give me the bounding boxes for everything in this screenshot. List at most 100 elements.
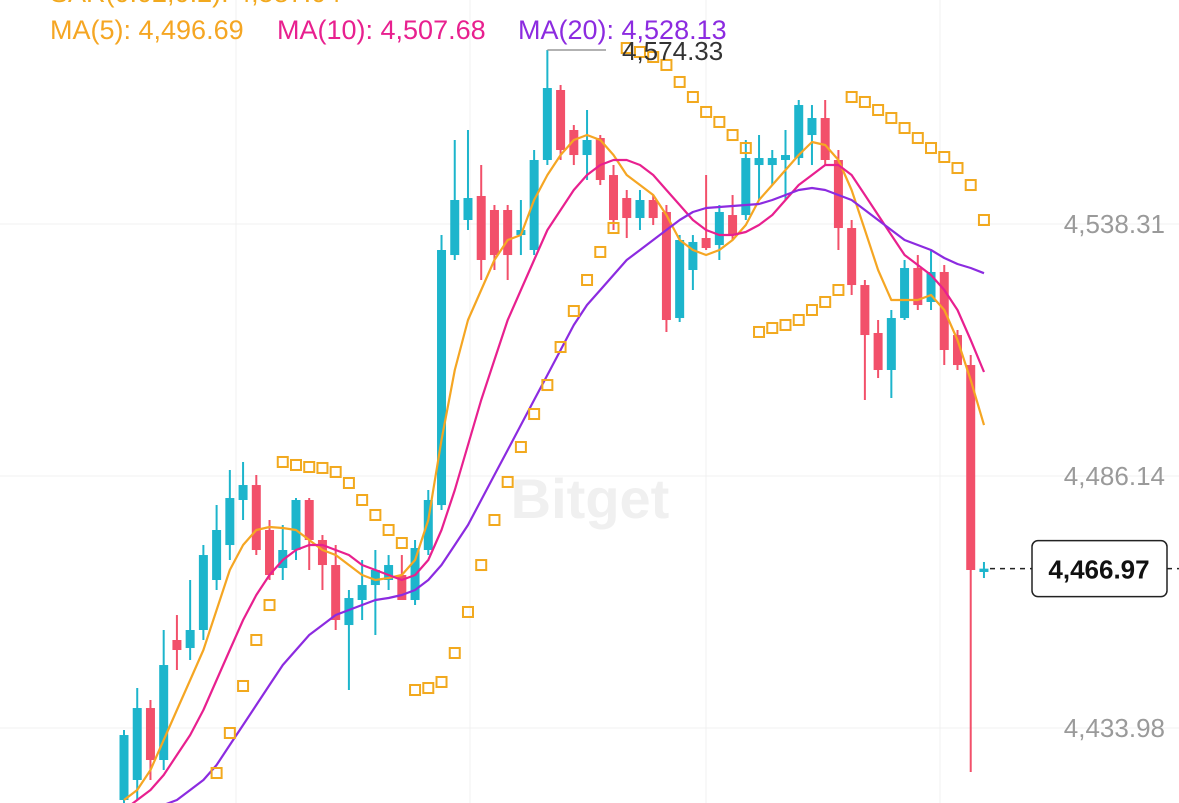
candle-body xyxy=(688,241,698,271)
candle-body xyxy=(357,585,367,601)
candle-body xyxy=(265,530,275,576)
candle-body xyxy=(159,665,169,761)
candle-body xyxy=(542,88,552,161)
sar-dot xyxy=(607,222,620,235)
sar-dot xyxy=(289,458,302,471)
sar-dot xyxy=(369,508,382,521)
sar-dot xyxy=(792,314,805,327)
legend-entry: MA(5): 4,496.69 xyxy=(50,15,244,45)
sar-dot xyxy=(753,325,766,338)
sar-dot xyxy=(832,284,845,297)
sar-dot xyxy=(395,536,408,549)
candle-body xyxy=(132,708,142,781)
moving-averages xyxy=(123,133,986,803)
last-price-box xyxy=(1031,539,1168,598)
candle-body xyxy=(489,210,499,256)
sar-dot xyxy=(488,514,501,527)
sar-dot xyxy=(501,475,514,488)
candle-body xyxy=(979,568,989,572)
candle-body xyxy=(251,485,261,551)
candle-body xyxy=(437,250,447,506)
sar-dot xyxy=(237,679,250,692)
legend-entry: MA(20): 4,528.13 xyxy=(518,15,727,45)
candle-body xyxy=(886,318,896,371)
grid xyxy=(235,0,941,803)
candle-body xyxy=(794,105,804,159)
sar-dot xyxy=(620,42,633,55)
sar-dot xyxy=(528,408,541,421)
candle-body xyxy=(714,211,724,246)
candle-body xyxy=(225,498,235,546)
candle-body xyxy=(463,198,473,221)
candle-body xyxy=(675,240,685,319)
candle-body xyxy=(609,175,619,221)
sar-dot xyxy=(250,634,263,647)
candle-body xyxy=(860,285,870,336)
y-tick-label: 4,433.98 xyxy=(1064,713,1165,743)
sar-dots xyxy=(210,42,990,779)
sar-dot xyxy=(938,151,951,164)
candle-body xyxy=(331,565,341,621)
sar-dot xyxy=(594,245,607,258)
candle-body xyxy=(622,198,632,219)
sar-dot xyxy=(435,675,448,688)
sar-dot xyxy=(647,51,660,64)
candle-body xyxy=(648,200,658,219)
y-axis: 4,538.31 4,486.14 4,433.98 xyxy=(0,209,1179,743)
candle-body xyxy=(820,118,830,161)
ma-line xyxy=(131,158,986,803)
sar-dot xyxy=(342,476,355,489)
sar-dot xyxy=(303,461,316,474)
candle-body xyxy=(781,155,790,161)
sar-dot xyxy=(673,75,686,88)
ma-line xyxy=(123,133,986,801)
candle-body xyxy=(370,570,380,586)
y-tick-label: 4,538.31 xyxy=(1064,209,1165,239)
sar-dot xyxy=(329,465,342,478)
sar-dot xyxy=(541,379,554,392)
sar-dot xyxy=(660,58,673,71)
sar-dot xyxy=(382,524,395,537)
sar-dot xyxy=(713,115,726,128)
sar-dot xyxy=(210,766,223,779)
candle-body xyxy=(317,540,327,566)
sar-dot xyxy=(951,162,964,175)
candle-body xyxy=(556,90,566,151)
candle-body xyxy=(900,268,910,319)
ma-line xyxy=(165,186,985,803)
candle-body xyxy=(238,485,248,501)
candle-body xyxy=(423,500,433,551)
sar-dot xyxy=(898,122,911,135)
candle-body xyxy=(304,500,314,541)
candle-body xyxy=(767,158,777,166)
candles xyxy=(119,50,989,803)
sar-dot xyxy=(805,304,818,317)
candle-body xyxy=(212,530,222,581)
candle-body xyxy=(595,138,605,181)
sar-dot xyxy=(263,599,276,612)
sar-dot xyxy=(581,274,594,287)
sar-dot xyxy=(633,45,646,58)
sar-dot xyxy=(766,322,779,335)
candle-body xyxy=(503,210,513,256)
sar-dot xyxy=(686,91,699,104)
sar-dot xyxy=(964,179,977,192)
candle-body xyxy=(754,158,764,166)
sar-dot xyxy=(726,129,739,142)
last-price-label: 4,466.97 xyxy=(1048,555,1149,585)
candle-body xyxy=(198,555,208,631)
candle-body xyxy=(926,271,936,302)
high-label: 4,574.33 xyxy=(622,36,723,66)
candle-body xyxy=(185,630,195,649)
candle-body xyxy=(344,598,354,626)
candle-body xyxy=(966,365,976,571)
candle-body xyxy=(291,500,301,551)
sar-dot xyxy=(845,91,858,104)
sar-dot xyxy=(461,605,474,618)
legend: SAR(0.02,0.2): 4,587.04 MA(5): 4,496.69 MA… xyxy=(50,0,727,45)
candle-body xyxy=(569,130,579,156)
candle-body xyxy=(384,565,394,581)
candle-body xyxy=(635,200,645,219)
sar-dot xyxy=(316,461,329,474)
sar-dot xyxy=(475,559,488,572)
